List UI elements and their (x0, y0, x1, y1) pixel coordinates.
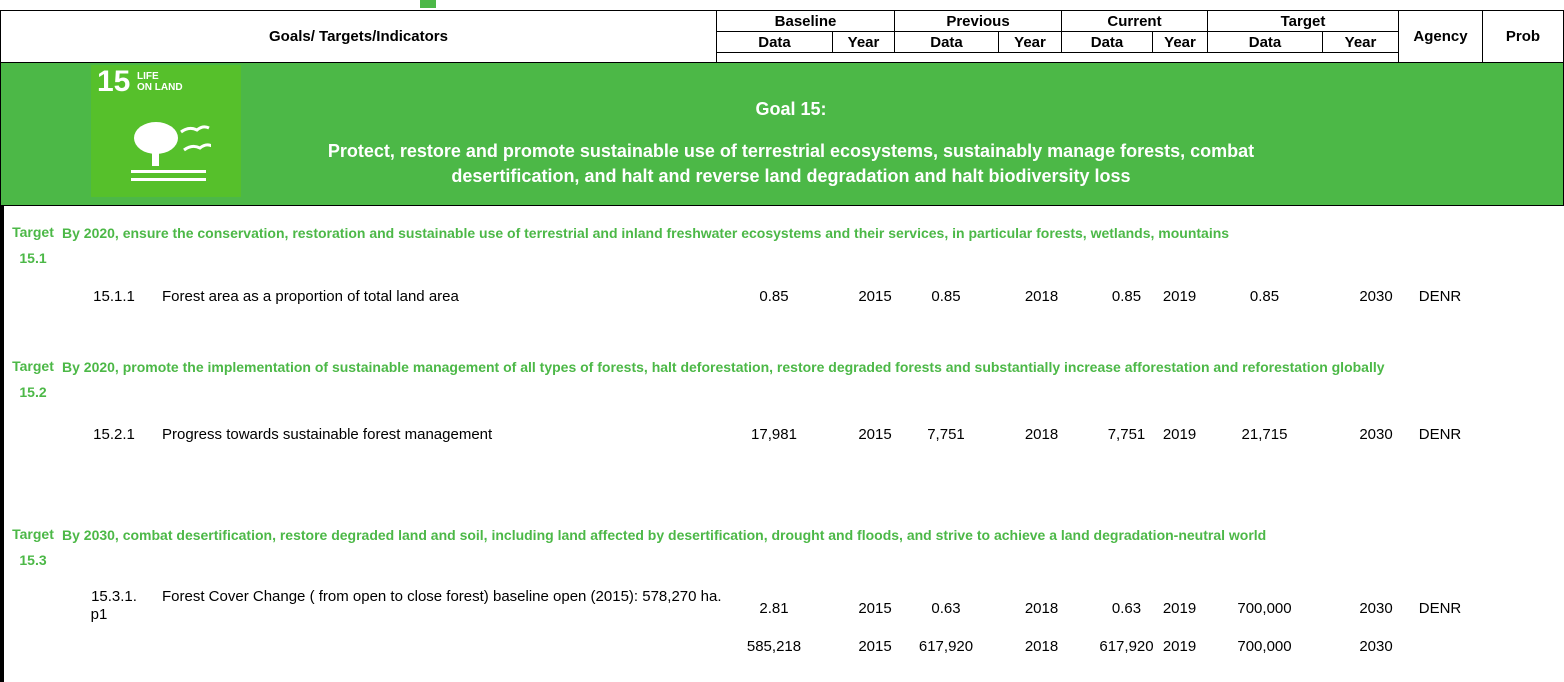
header-subheader: Data (1061, 31, 1153, 53)
value-cell: 2019 (1162, 638, 1197, 655)
value-cell: 2030 (1359, 638, 1393, 655)
value-cell: DENR (1418, 288, 1462, 305)
target-label: Target (12, 526, 54, 542)
header-subheader: Year (998, 31, 1062, 53)
value-cell: 2018 (1024, 600, 1059, 617)
header-group: Target (1207, 10, 1399, 32)
value-cell: 17,981 (751, 426, 797, 443)
target-text: By 2030, combat desertification, restore… (62, 527, 1267, 543)
value-cell: 7,751 (927, 426, 965, 443)
goal-description: Protect, restore and promote sustainable… (327, 141, 1255, 186)
header-agency: Agency (1398, 10, 1483, 63)
value-cell: 2.81 (759, 600, 789, 617)
header-subheader: Year (1152, 31, 1208, 53)
indicator-code: 15.1.1 (93, 288, 135, 305)
value-cell: 617,920 (1099, 638, 1154, 655)
header-group: Previous (894, 10, 1062, 32)
target-text: By 2020, promote the implementation of s… (62, 359, 1385, 375)
header-group: Baseline (716, 10, 895, 32)
header-subheader: Data (1207, 31, 1323, 53)
goal-icon: 15 LIFE ON LAND (91, 65, 241, 197)
goal-band: 15 LIFE ON LAND Goal 15: Protect, restor… (0, 62, 1564, 206)
header-subheader: Data (894, 31, 999, 53)
value-cell: 2019 (1162, 288, 1197, 305)
icon-text-line: ON LAND (137, 82, 183, 93)
indicator-code-suffix: p1 (90, 606, 108, 623)
value-cell: 2018 (1024, 288, 1059, 305)
indicator-code: 15.2.1 (93, 426, 135, 443)
left-border (0, 10, 4, 682)
goal-heading: Goal 15: (755, 99, 827, 119)
tree-icon (131, 122, 211, 181)
value-cell: 585,218 (746, 638, 802, 655)
value-cell: 700,000 (1237, 638, 1292, 655)
value-cell: 2030 (1359, 600, 1393, 617)
value-cell: 700,000 (1237, 600, 1292, 617)
value-cell: 0.85 (759, 288, 789, 305)
value-cell: 2019 (1162, 600, 1197, 617)
target-number: 15.2 (19, 384, 47, 400)
value-cell: 2018 (1024, 638, 1059, 655)
target-text: By 2020, ensure the conservation, restor… (62, 225, 1230, 241)
value-cell: 0.63 (931, 600, 961, 617)
value-cell: 2030 (1359, 288, 1393, 305)
value-cell: 617,920 (918, 638, 974, 655)
value-cell: 2018 (1024, 426, 1059, 443)
target-number: 15.1 (19, 250, 47, 266)
indicator-name: Forest area as a proportion of total lan… (162, 288, 459, 305)
header-title: Goals/ Targets/Indicators (0, 10, 717, 63)
value-cell: DENR (1418, 600, 1462, 617)
indicator-code: 15.3.1. (91, 588, 137, 605)
header-subheader: Data (716, 31, 833, 53)
value-cell: 0.63 (1111, 600, 1142, 617)
value-cell: 0.85 (931, 288, 961, 305)
indicator-name: Forest Cover Change ( from open to close… (162, 588, 722, 605)
target-number: 15.3 (19, 552, 47, 568)
icon-text: LIFE ON LAND (137, 71, 183, 93)
value-cell: 0.85 (1111, 288, 1142, 305)
value-cell: 2015 (858, 600, 892, 617)
value-cell: 0.85 (1249, 288, 1280, 305)
value-cell: 7,751 (1107, 426, 1146, 443)
top-marker (420, 0, 436, 8)
header-group: Current (1061, 10, 1208, 32)
target-label: Target (12, 224, 54, 240)
value-cell: 2015 (858, 426, 892, 443)
value-cell: 2019 (1162, 426, 1197, 443)
value-cell: DENR (1418, 426, 1462, 443)
header-prob: Prob (1482, 10, 1564, 63)
indicator-name: Progress towards sustainable forest mana… (162, 426, 493, 443)
header-subheader: Year (1322, 31, 1399, 53)
value-cell: 2015 (858, 288, 892, 305)
value-cell: 2030 (1359, 426, 1393, 443)
icon-text-line: LIFE (137, 71, 159, 82)
header-subheader: Year (832, 31, 895, 53)
icon-number: 15 (97, 65, 131, 98)
value-cell: 21,715 (1241, 426, 1288, 443)
value-cell: 2015 (858, 638, 892, 655)
target-label: Target (12, 358, 54, 374)
